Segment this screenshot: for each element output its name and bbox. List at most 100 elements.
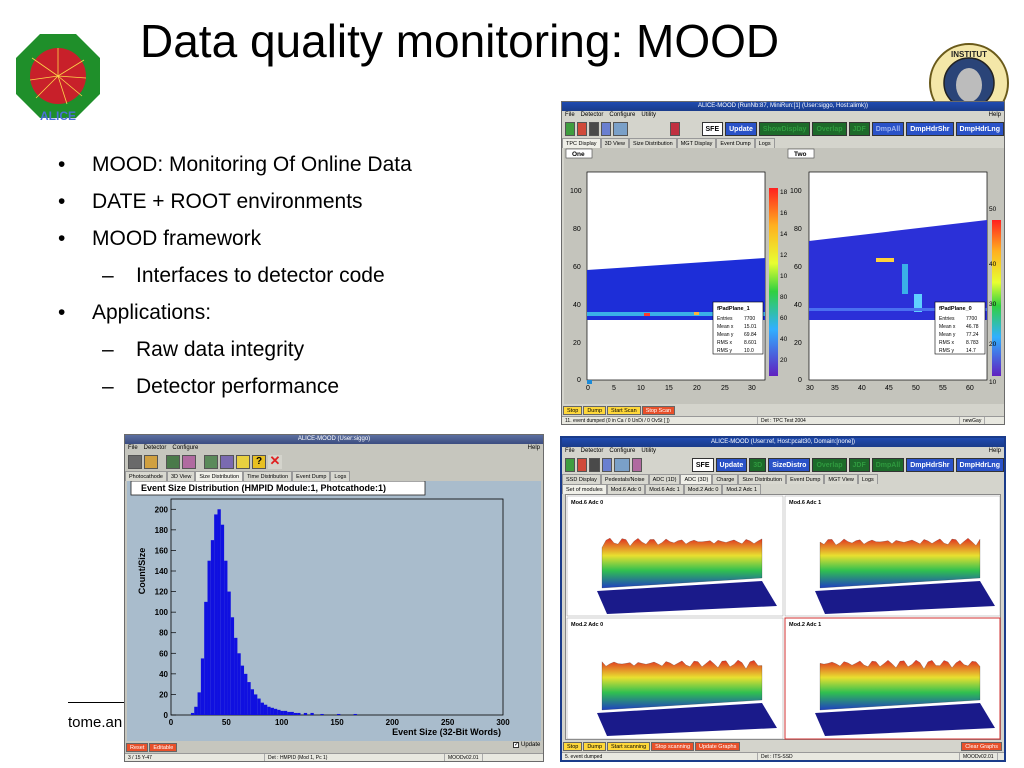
tool-icon[interactable]: [576, 122, 587, 136]
menu-utility[interactable]: Utility: [641, 448, 657, 454]
menu-file[interactable]: File: [565, 448, 575, 454]
tool-icon[interactable]: [144, 455, 158, 469]
menu-file[interactable]: File: [128, 445, 138, 451]
overlap-button[interactable]: Overlap: [812, 458, 847, 472]
dmp-hdr-shr-button[interactable]: DmpHdrShr: [906, 122, 954, 136]
svg-text:40: 40: [780, 336, 788, 343]
svg-text:INSTITUT: INSTITUT: [951, 50, 987, 59]
tab-mgt-view[interactable]: MGT View: [824, 474, 858, 484]
3d-button[interactable]: 3D: [749, 458, 767, 472]
start-scan-button[interactable]: Start Scan: [607, 406, 641, 415]
help-icon[interactable]: ?: [252, 455, 266, 469]
stop-button[interactable]: Stop: [563, 742, 583, 751]
menu-configure[interactable]: Configure: [172, 445, 199, 451]
dmp-hdr-lng-button[interactable]: DmpHdrLng: [955, 458, 1004, 472]
tab-size-distribution[interactable]: Size Distribution: [195, 471, 244, 481]
checkbox-icon[interactable]: ✓: [513, 742, 520, 748]
update-graphs-button[interactable]: Update Graphs: [695, 742, 741, 751]
sfe-button[interactable]: SFE: [691, 458, 714, 472]
tool-icon[interactable]: [601, 458, 612, 472]
close-icon[interactable]: ✕: [268, 453, 282, 469]
stop-button[interactable]: Stop: [563, 406, 583, 415]
update-button[interactable]: Update: [715, 458, 748, 472]
tool-icon[interactable]: [220, 455, 234, 469]
start-scanning-button[interactable]: Start scanning: [607, 742, 651, 751]
menu-detector[interactable]: Detector: [580, 112, 604, 118]
tool-icon[interactable]: [565, 122, 575, 136]
sfe-button[interactable]: SFE: [701, 122, 724, 136]
tool-icon[interactable]: [588, 122, 599, 136]
dump-button[interactable]: Dump: [583, 742, 606, 751]
tool-icon[interactable]: [166, 455, 180, 469]
menu-detector[interactable]: Detector: [143, 445, 167, 451]
hmpid-mood-window: ALICE-MOOD (User:siggo) File Detector Co…: [124, 434, 544, 762]
clear-graphs-button[interactable]: Clear Graphs: [961, 742, 1002, 751]
editable-button[interactable]: Editable: [149, 743, 178, 752]
tab-size-distribution[interactable]: Size Distribution: [738, 474, 787, 484]
dmp-hdr-lng-button[interactable]: DmpHdrLng: [955, 122, 1004, 136]
tab-event-dump[interactable]: Event Dump: [786, 474, 825, 484]
tab-3d-view[interactable]: 3D View: [600, 138, 629, 148]
subtab-set-of-modules[interactable]: Set of modules: [562, 484, 607, 494]
tab-event-dump[interactable]: Event Dump: [716, 138, 755, 148]
tab-logs[interactable]: Logs: [754, 138, 775, 148]
tool-icon[interactable]: [182, 455, 196, 469]
tool-icon[interactable]: [669, 122, 680, 136]
dmp-all-button[interactable]: DmpAll: [871, 122, 905, 136]
tab-adc-3d[interactable]: ADC (3D): [680, 474, 713, 484]
tool-icon[interactable]: [128, 455, 142, 469]
update-checkbox[interactable]: ✓ Update: [513, 742, 540, 748]
size-distro-button[interactable]: SizeDistro: [768, 458, 811, 472]
tab-pedestals-noise[interactable]: Pedestals/Noise: [600, 474, 649, 484]
svg-text:60: 60: [794, 264, 802, 271]
stop-scan-button[interactable]: Stop Scan: [641, 406, 676, 415]
subtab-mod6-adc1[interactable]: Mod.6 Adc 1: [645, 484, 684, 494]
tab-ssd-display[interactable]: SSD Display: [562, 474, 601, 484]
tab-tpc-display[interactable]: TPC Display: [562, 138, 601, 148]
subtab-mod6-adc0[interactable]: Mod.6 Adc 0: [606, 484, 646, 494]
tool-icon[interactable]: [577, 458, 588, 472]
overlap-button[interactable]: Overlap: [812, 122, 847, 136]
status-extra: newGay: [960, 417, 986, 424]
tool-icon[interactable]: [631, 458, 642, 472]
tool-icon[interactable]: [612, 122, 628, 136]
tab-adc-1d[interactable]: ADC (1D): [648, 474, 681, 484]
show-display-button[interactable]: ShowDisplay: [758, 122, 811, 136]
menu-configure[interactable]: Configure: [609, 448, 636, 454]
tab-3d-view[interactable]: 3D View: [166, 471, 196, 481]
tab-event-dump[interactable]: Event Dump: [292, 471, 331, 481]
dmp-hdr-shr-button[interactable]: DmpHdrShr: [906, 458, 954, 472]
subtab-mod2-adc1[interactable]: Mod.2 Adc 1: [722, 484, 761, 494]
menu-file[interactable]: File: [565, 112, 575, 118]
tab-charge[interactable]: Charge: [712, 474, 739, 484]
dmp-all-button[interactable]: DmpAll: [871, 458, 905, 472]
menu-detector[interactable]: Detector: [580, 448, 604, 454]
tab-logs[interactable]: Logs: [330, 471, 351, 481]
update-button[interactable]: Update: [725, 122, 757, 136]
tool-icon[interactable]: [613, 458, 630, 472]
y-axis-label: Count/Size: [137, 548, 147, 595]
jdf-button[interactable]: JDF: [848, 122, 870, 136]
tab-photocathode[interactable]: Photocathode: [125, 471, 167, 481]
tab-size-distribution[interactable]: Size Distribution: [628, 138, 677, 148]
menu-utility[interactable]: Utility: [641, 112, 657, 118]
menu-help[interactable]: Help: [988, 448, 1001, 454]
jdf-button[interactable]: JDF: [848, 458, 870, 472]
dump-button[interactable]: Dump: [583, 406, 606, 415]
tool-icon[interactable]: [204, 455, 218, 469]
menu-help[interactable]: Help: [988, 112, 1001, 118]
subtab-mod2-adc0[interactable]: Mod.2 Adc 0: [683, 484, 723, 494]
menu-help[interactable]: Help: [527, 445, 540, 451]
svg-text:30: 30: [806, 385, 814, 392]
stop-scanning-button[interactable]: Stop scanning: [651, 742, 695, 751]
menu-configure[interactable]: Configure: [609, 112, 636, 118]
tool-icon[interactable]: [600, 122, 611, 136]
tab-logs[interactable]: Logs: [857, 474, 878, 484]
tool-icon[interactable]: [589, 458, 600, 472]
lego-surface: [601, 659, 763, 711]
reset-button[interactable]: Reset: [126, 743, 149, 752]
tool-icon[interactable]: [236, 455, 250, 469]
tab-mgt-display[interactable]: MGT Display: [676, 138, 717, 148]
tool-icon[interactable]: [565, 458, 576, 472]
tab-time-distribution[interactable]: Time Distribution: [243, 471, 293, 481]
